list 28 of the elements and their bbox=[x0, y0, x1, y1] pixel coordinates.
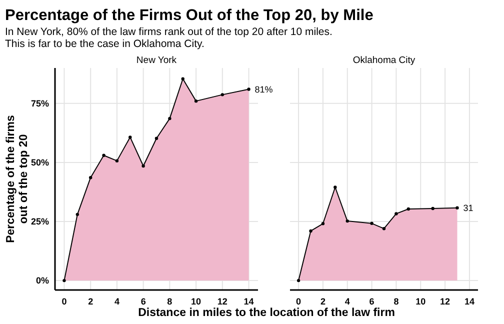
y-tick-label: 75% bbox=[30, 98, 49, 108]
x-tick-label: 0 bbox=[296, 296, 302, 306]
x-axis-title: Distance in miles to the location of the law firm bbox=[138, 307, 395, 319]
x-tick-label: 10 bbox=[191, 296, 202, 306]
x-tick-label: 10 bbox=[416, 296, 426, 306]
x-tick-label: 8 bbox=[167, 296, 172, 306]
y-axis-title: Percentage of the firms out of the top 20 bbox=[5, 115, 30, 243]
x-tick-label: 0 bbox=[62, 296, 67, 306]
y-tick-label: 0% bbox=[36, 275, 49, 286]
x-tick-label: 14 bbox=[244, 296, 254, 306]
x-tick-label: 2 bbox=[88, 296, 94, 306]
x-tick-label: 4 bbox=[344, 296, 350, 306]
x-tick-label: 12 bbox=[440, 296, 450, 306]
y-tick-label: 25% bbox=[30, 216, 49, 226]
data-label: 31 bbox=[463, 202, 474, 213]
x-tick-label: 6 bbox=[140, 296, 146, 306]
x-tick-label: 8 bbox=[394, 296, 399, 306]
y-tick-label: 50% bbox=[30, 157, 49, 168]
data-label: 81% bbox=[254, 84, 273, 94]
chart-title: Percentage of the Firms Out of the Top 20, by Mile bbox=[5, 7, 374, 24]
x-tick-label: 12 bbox=[217, 296, 228, 306]
text: Oklahoma City bbox=[352, 55, 416, 66]
x-tick-label: 14 bbox=[464, 296, 474, 306]
x-tick-label: 6 bbox=[369, 296, 374, 306]
chart-subtitle: In New York, 80% of the law firms rank out of the top 20 after 10 miles. This is far to be the case in Oklahoma City. bbox=[5, 26, 332, 50]
x-tick-label: 2 bbox=[320, 296, 326, 306]
series-label: New York bbox=[136, 55, 177, 66]
x-tick-label: 4 bbox=[114, 296, 120, 306]
